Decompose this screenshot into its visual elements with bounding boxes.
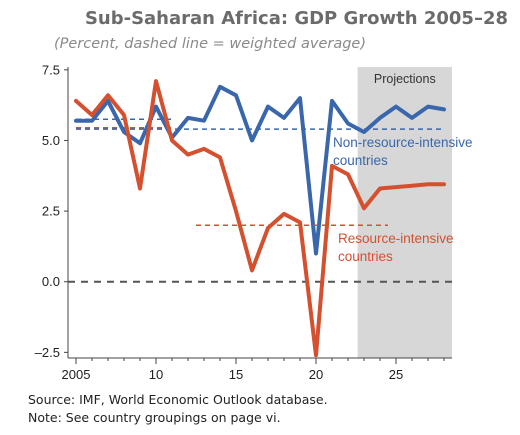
y-tick-label: 7.5	[42, 62, 60, 77]
chart-notes: Source: IMF, World Economic Outlook data…	[28, 391, 328, 427]
y-tick-label: –2.5	[35, 345, 60, 360]
projection-label: Projections	[374, 72, 436, 86]
x-tick-label: 2005	[62, 367, 91, 382]
series-line-0	[74, 84, 446, 256]
series-label-0-line-1: countries	[333, 153, 388, 168]
series-label-1-line-1: countries	[338, 249, 393, 264]
country-groupings-note: Note: See country groupings on page vi.	[28, 410, 281, 425]
y-tick-label: 5.0	[42, 133, 60, 148]
x-tick-label: 15	[229, 367, 243, 382]
y-tick-label: 2.5	[42, 204, 60, 219]
x-tick-label: 25	[389, 367, 403, 382]
chart-subtitle: (Percent, dashed line = weighted average…	[53, 36, 366, 52]
x-tick-label: 10	[149, 367, 163, 382]
x-tick-label: 20	[309, 367, 323, 382]
chart-title: Sub-Saharan Africa: GDP Growth 2005–28	[84, 8, 508, 29]
source-note: Source: IMF, World Economic Outlook data…	[28, 392, 328, 407]
series-line-1	[74, 79, 446, 358]
series-label-1-line-0: Resource-intensive	[338, 231, 454, 246]
series-label-0-line-0: Non-resource-intensive	[333, 135, 473, 150]
y-tick-label: 0.0	[42, 274, 60, 289]
projection-band	[357, 67, 452, 358]
